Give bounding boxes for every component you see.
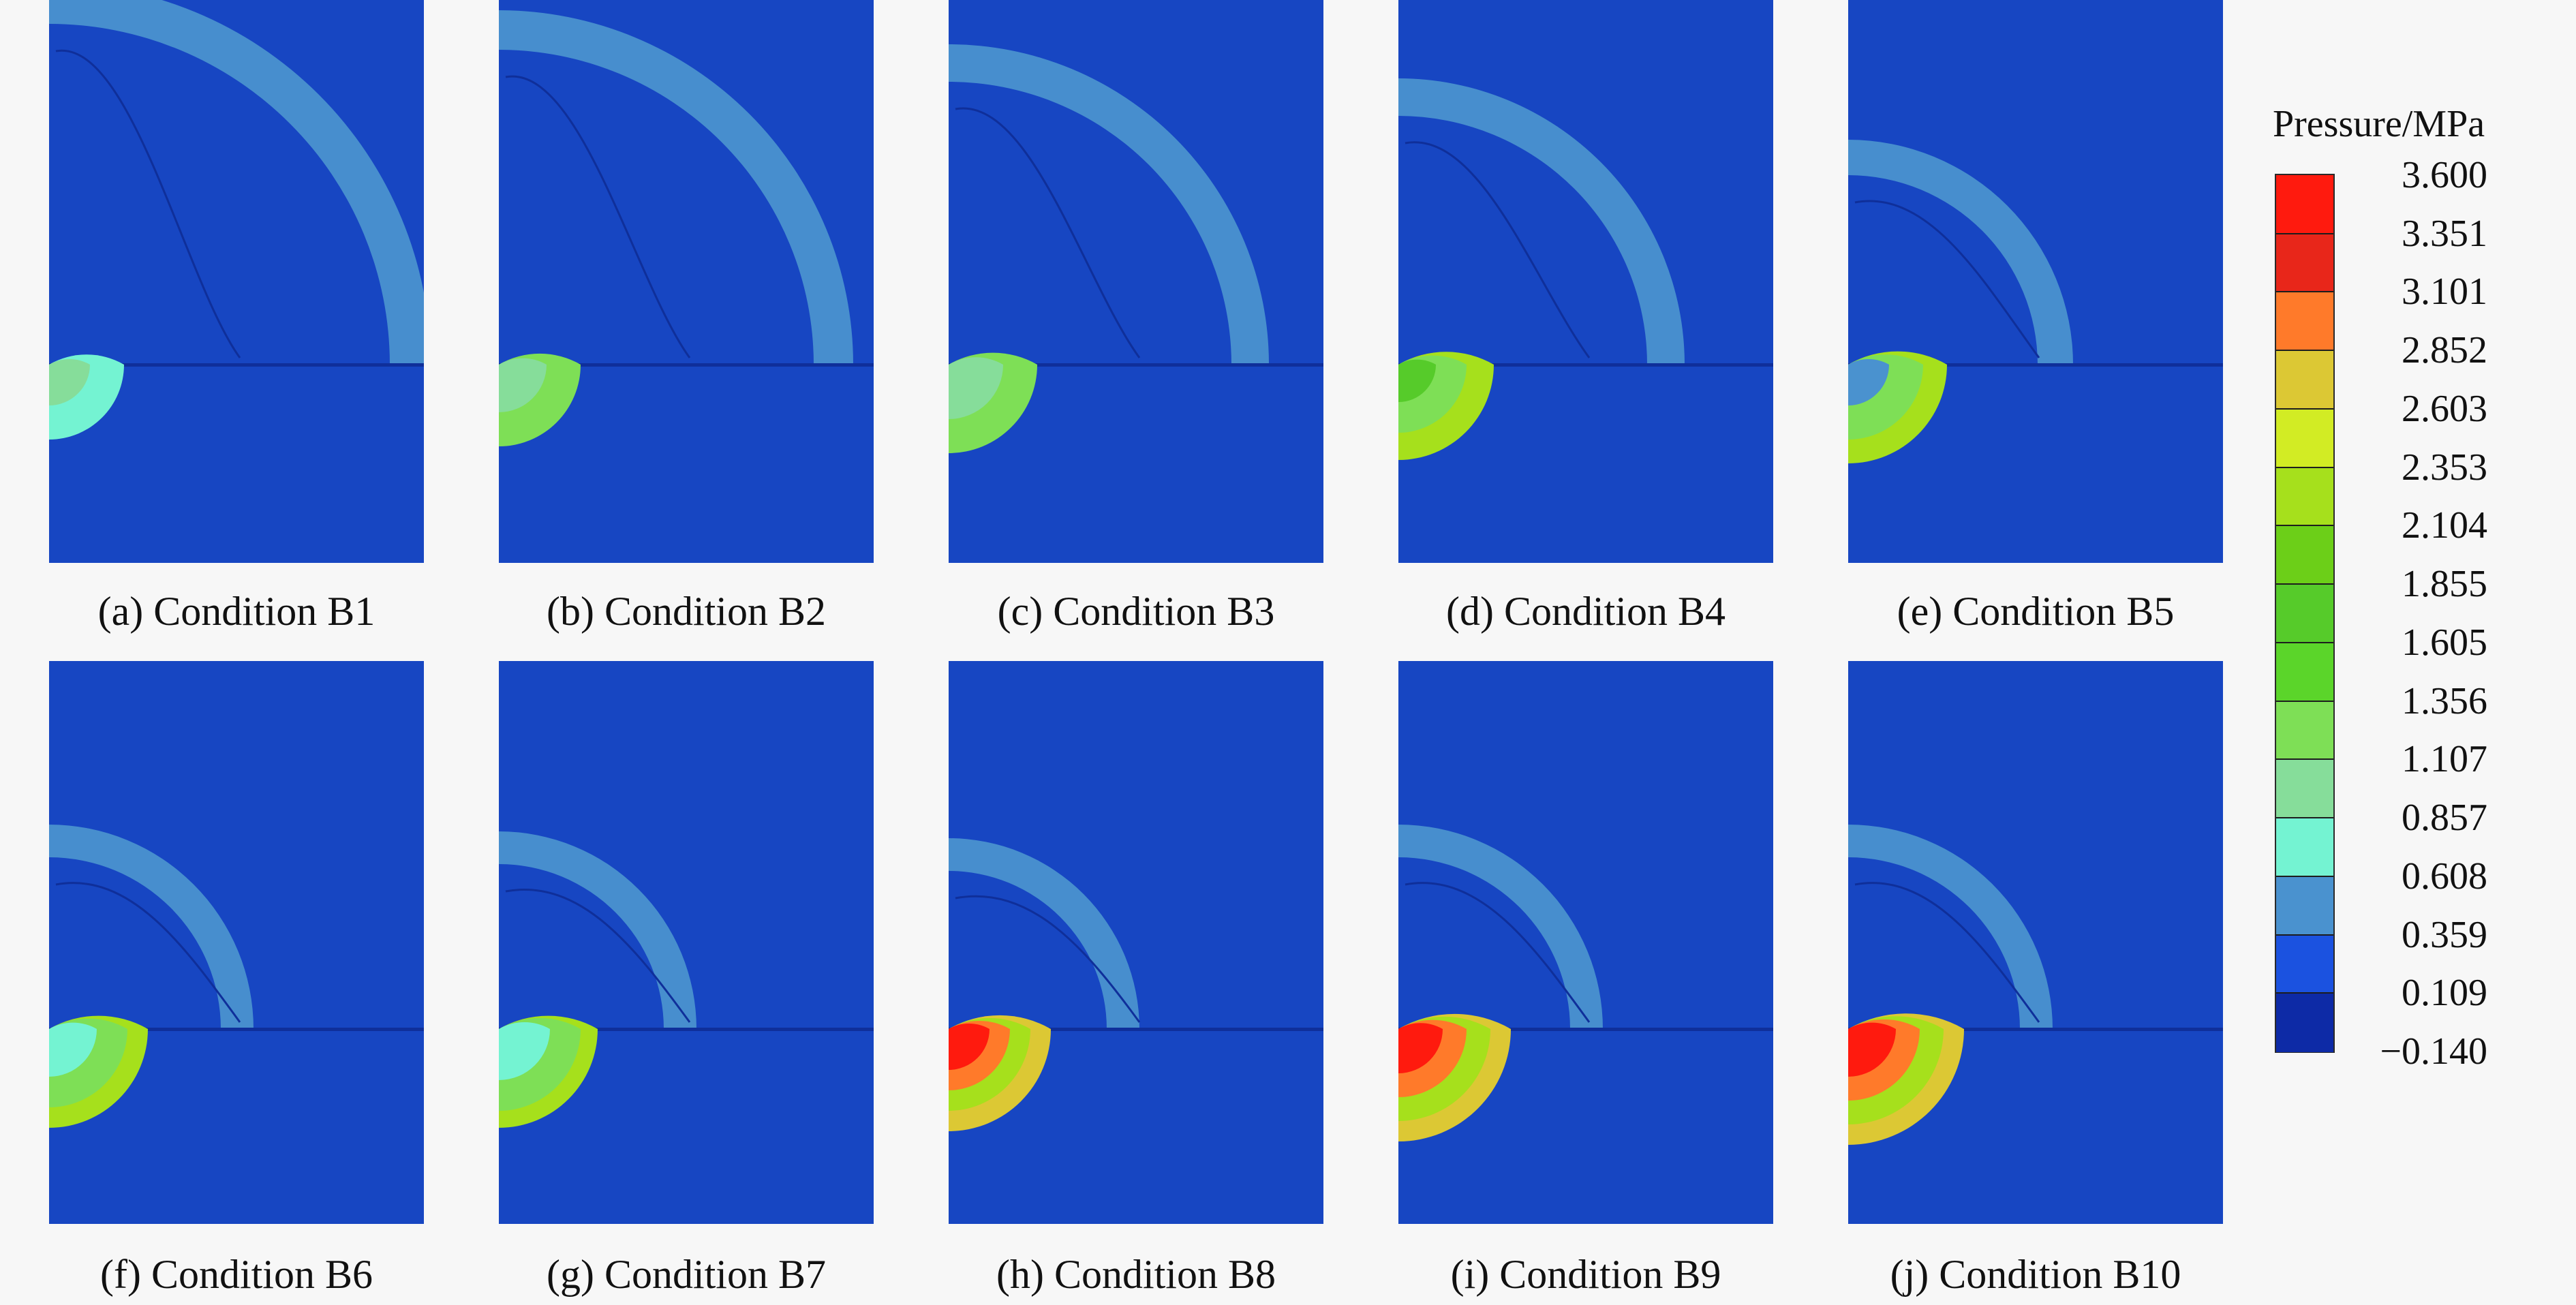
field-background bbox=[1398, 661, 1773, 1224]
colorbar-divider bbox=[2276, 467, 2333, 468]
colorbar-divider bbox=[2276, 642, 2333, 643]
colorbar-tick-label: 1.605 bbox=[2344, 621, 2487, 664]
contour-field bbox=[949, 661, 1323, 1224]
colorbar-band bbox=[2276, 759, 2333, 818]
colorbar-band bbox=[2276, 234, 2333, 293]
contour-panel-d bbox=[1398, 0, 1773, 563]
colorbar-divider bbox=[2276, 701, 2333, 702]
colorbar-divider bbox=[2276, 233, 2333, 234]
colorbar-tick-label: 1.855 bbox=[2344, 562, 2487, 606]
caption-g: (g) Condition B7 bbox=[461, 1244, 911, 1305]
colorbar-divider bbox=[2276, 934, 2333, 936]
colorbar-tick-label: 3.101 bbox=[2344, 270, 2487, 313]
colorbar-divider bbox=[2276, 583, 2333, 585]
field-background bbox=[49, 661, 424, 1224]
contour-field bbox=[49, 661, 424, 1224]
colorbar-tick-label: 1.107 bbox=[2344, 737, 2487, 781]
contour-panel-b bbox=[499, 0, 874, 563]
contour-panel-e bbox=[1848, 0, 2223, 563]
colorbar-band bbox=[2276, 876, 2333, 936]
contour-field bbox=[1848, 0, 2223, 563]
contour-panel-a bbox=[49, 0, 424, 563]
colorbar-divider bbox=[2276, 992, 2333, 994]
colorbar-tick-label: 2.104 bbox=[2344, 504, 2487, 547]
field-background bbox=[949, 661, 1323, 1224]
contour-field bbox=[1848, 661, 2223, 1224]
colorbar-tick-label: −0.140 bbox=[2344, 1030, 2487, 1073]
colorbar-band bbox=[2276, 525, 2333, 585]
colorbar-tick-label: 1.356 bbox=[2344, 679, 2487, 723]
contour-field bbox=[49, 0, 424, 563]
caption-e: (e) Condition B5 bbox=[1811, 581, 2260, 642]
colorbar-band bbox=[2276, 818, 2333, 877]
contour-field bbox=[949, 0, 1323, 563]
colorbar-tick-label: 2.353 bbox=[2344, 446, 2487, 489]
contour-panel-f bbox=[49, 661, 424, 1224]
field-background bbox=[499, 661, 874, 1224]
caption-c: (c) Condition B3 bbox=[911, 581, 1361, 642]
colorbar-band bbox=[2276, 175, 2333, 234]
contour-panel-i bbox=[1398, 661, 1773, 1224]
colorbar-divider bbox=[2276, 817, 2333, 818]
colorbar-tick-label: 2.603 bbox=[2344, 387, 2487, 431]
field-background bbox=[49, 0, 424, 563]
field-background bbox=[1848, 661, 2223, 1224]
colorbar-band bbox=[2276, 993, 2333, 1052]
caption-b: (b) Condition B2 bbox=[461, 581, 911, 642]
colorbar-tick-label: 0.608 bbox=[2344, 855, 2487, 898]
caption-a: (a) Condition B1 bbox=[12, 581, 461, 642]
colorbar-tick-label: 3.351 bbox=[2344, 212, 2487, 256]
caption-d: (d) Condition B4 bbox=[1361, 581, 1811, 642]
caption-j: (j) Condition B10 bbox=[1811, 1244, 2260, 1305]
contour-panel-c bbox=[949, 0, 1323, 563]
contour-panel-g bbox=[499, 661, 874, 1224]
colorbar-divider bbox=[2276, 408, 2333, 410]
colorbar-tick-label: 0.359 bbox=[2344, 913, 2487, 957]
caption-f: (f) Condition B6 bbox=[12, 1244, 461, 1305]
colorbar-divider bbox=[2276, 291, 2333, 292]
colorbar-band bbox=[2276, 292, 2333, 351]
colorbar-tick-label: 3.600 bbox=[2344, 153, 2487, 197]
colorbar-tick-label: 0.109 bbox=[2344, 971, 2487, 1015]
colorbar-divider bbox=[2276, 525, 2333, 526]
contour-panel-j bbox=[1848, 661, 2223, 1224]
colorbar-divider bbox=[2276, 758, 2333, 760]
contour-field bbox=[499, 0, 874, 563]
colorbar-band bbox=[2276, 467, 2333, 527]
caption-h: (h) Condition B8 bbox=[911, 1244, 1361, 1305]
contour-field bbox=[1398, 0, 1773, 563]
legend-title: Pressure/MPa bbox=[2273, 102, 2485, 146]
contour-panel-h bbox=[949, 661, 1323, 1224]
colorbar-band bbox=[2276, 584, 2333, 643]
colorbar-band bbox=[2276, 935, 2333, 994]
colorbar-divider bbox=[2276, 350, 2333, 351]
contour-field bbox=[499, 661, 874, 1224]
colorbar-tick-label: 2.852 bbox=[2344, 328, 2487, 372]
colorbar-band bbox=[2276, 643, 2333, 702]
caption-i: (i) Condition B9 bbox=[1361, 1244, 1811, 1305]
colorbar-tick-label: 0.857 bbox=[2344, 796, 2487, 840]
colorbar-band bbox=[2276, 409, 2333, 468]
contour-field bbox=[1398, 661, 1773, 1224]
colorbar-band bbox=[2276, 701, 2333, 761]
pressure-colorbar bbox=[2275, 174, 2335, 1053]
colorbar-band bbox=[2276, 350, 2333, 410]
colorbar-divider bbox=[2276, 876, 2333, 877]
